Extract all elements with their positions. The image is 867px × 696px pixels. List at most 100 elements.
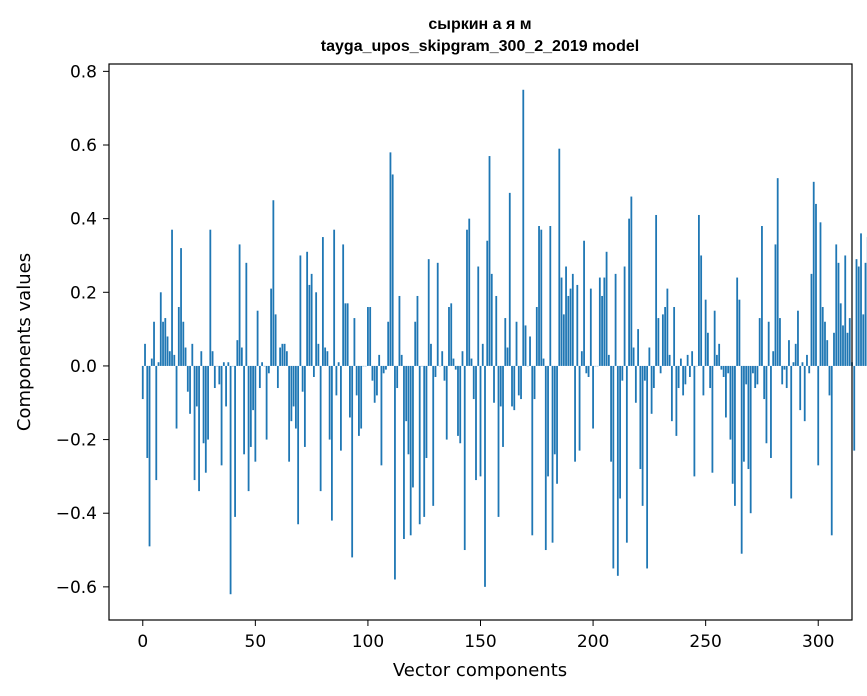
bar-274 (758, 318, 761, 366)
bar-245 (693, 365, 696, 477)
bar-79 (319, 365, 322, 492)
bar-35 (220, 365, 223, 466)
bar-292 (799, 365, 802, 411)
bar-305 (828, 365, 831, 396)
bar-225 (648, 347, 651, 366)
bar-91 (346, 303, 349, 366)
bar-125 (423, 365, 426, 517)
bar-53 (261, 362, 263, 366)
bar-309 (837, 262, 840, 366)
bar-13 (171, 229, 173, 366)
bar-285 (783, 365, 786, 370)
bar-291 (797, 310, 799, 366)
bar-312 (844, 255, 847, 366)
bar-193 (576, 284, 579, 366)
bar-97 (360, 365, 363, 429)
bar-229 (657, 318, 660, 366)
bar-260 (727, 365, 730, 374)
bar-180 (547, 365, 549, 477)
bar-227 (652, 365, 655, 389)
bar-178 (542, 358, 545, 366)
bar-279 (770, 365, 772, 458)
bar-155 (490, 273, 493, 366)
bar-211 (616, 365, 619, 576)
bar-187 (562, 314, 565, 366)
bar-65 (288, 365, 291, 462)
bar-191 (571, 273, 574, 366)
bar-63 (283, 343, 286, 366)
bar-237 (675, 365, 678, 436)
bar-213 (621, 365, 624, 381)
bar-111 (391, 174, 394, 366)
bar-232 (664, 307, 667, 366)
x-axis-ticks: 0 50 100 150 200 250 300 (137, 620, 834, 652)
bar-182 (551, 365, 554, 543)
bar-81 (324, 347, 327, 366)
y-tick-label: 0.4 (70, 210, 97, 230)
bar-50 (254, 365, 257, 462)
bar-101 (369, 307, 372, 366)
bar-273 (756, 365, 759, 385)
bar-160 (502, 365, 504, 447)
bar-266 (740, 365, 743, 554)
bar-168 (520, 365, 522, 400)
bar-271 (752, 365, 754, 374)
bar-6 (155, 365, 158, 481)
bar-218 (632, 347, 635, 366)
bar-10 (164, 318, 167, 366)
chart-subtitle: tayga_upos_skipgram_300_2_2019 model (321, 38, 639, 55)
bar-269 (747, 365, 750, 470)
chart-title: сыркин а я м (428, 16, 531, 33)
bar-103 (373, 365, 376, 403)
bar-128 (430, 343, 432, 366)
bar-282 (776, 178, 779, 366)
bar-223 (643, 365, 646, 381)
bar-264 (736, 277, 739, 366)
bar-214 (623, 266, 626, 366)
bar-78 (317, 343, 320, 366)
bar-252 (709, 365, 712, 389)
bar-210 (614, 273, 617, 366)
bar-5 (153, 321, 155, 366)
bar-117 (405, 365, 408, 422)
bar-134 (443, 365, 446, 381)
bar-183 (553, 365, 556, 455)
bar-30 (209, 229, 212, 366)
bar-319 (860, 233, 862, 366)
bar-275 (761, 226, 763, 366)
bar-0 (141, 365, 144, 400)
bar-174 (533, 365, 536, 400)
bar-4 (150, 358, 153, 366)
bar-154 (488, 156, 491, 366)
bar-85 (333, 229, 336, 366)
bar-9 (162, 321, 164, 366)
bar-131 (436, 262, 439, 366)
bar-299 (815, 203, 817, 366)
bar-105 (378, 354, 381, 366)
bar-107 (382, 365, 385, 374)
bar-307 (833, 332, 835, 366)
bar-76 (312, 365, 315, 377)
bar-204 (601, 295, 603, 366)
bar-145 (468, 218, 471, 366)
bar-176 (538, 226, 540, 366)
bar-224 (646, 365, 649, 569)
bar-250 (704, 299, 707, 366)
bar-278 (767, 321, 770, 366)
bar-177 (540, 229, 543, 366)
bar-86 (335, 365, 338, 396)
bar-194 (578, 365, 581, 451)
x-tick-label: 0 (137, 632, 148, 652)
bar-316 (853, 365, 856, 451)
bar-302 (821, 307, 824, 366)
bar-14 (173, 354, 176, 366)
bar-2 (146, 365, 149, 458)
bar-288 (790, 365, 793, 499)
bar-239 (679, 358, 682, 366)
bar-247 (698, 214, 700, 366)
bar-198 (587, 365, 590, 377)
bar-113 (396, 365, 399, 389)
bar-150 (479, 365, 482, 477)
bar-8 (159, 292, 162, 366)
bar-68 (294, 365, 297, 429)
